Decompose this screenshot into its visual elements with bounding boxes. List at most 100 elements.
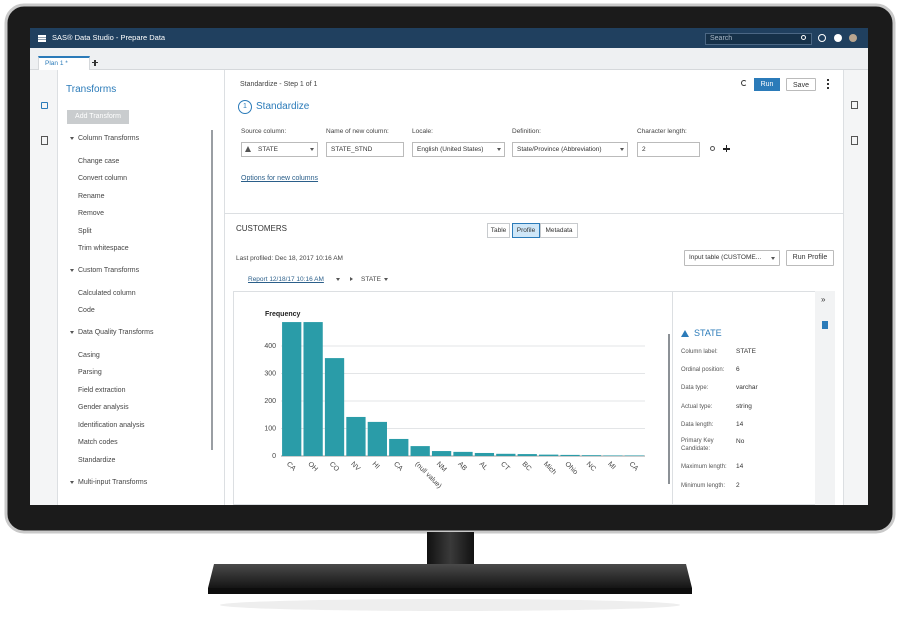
x-tick-label: AB: [456, 461, 468, 473]
bar: [581, 455, 602, 456]
detail-label: Actual type:: [681, 404, 713, 410]
input-table-select[interactable]: Input table (CUSTOME...: [684, 250, 780, 266]
caret: [771, 257, 775, 260]
view-tab[interactable]: Metadata: [540, 223, 578, 238]
plan-tab[interactable]: Plan 1 *: [38, 56, 90, 70]
field-input[interactable]: STATE_STND: [326, 142, 404, 157]
detail-label: Primary Key Candidate:: [681, 438, 714, 452]
group-name[interactable]: Data Quality Transforms: [78, 329, 154, 336]
run-button[interactable]: Run: [754, 78, 780, 91]
right-rail: [843, 70, 868, 505]
help-icon[interactable]: [834, 34, 842, 42]
report-link[interactable]: Report 12/18/17 10:16 AM: [248, 276, 324, 283]
chart-title: Frequency: [265, 311, 301, 318]
transform-item[interactable]: Rename: [78, 192, 105, 200]
stand-base: [208, 564, 692, 588]
more-icon[interactable]: [827, 79, 829, 81]
columns-icon[interactable]: [41, 136, 48, 145]
field-input[interactable]: English (United States): [412, 142, 505, 157]
collapse-icon[interactable]: »: [821, 295, 826, 304]
x-tick-label: CA: [628, 461, 640, 473]
panel-title: Transforms: [66, 84, 117, 95]
caret: [336, 278, 340, 281]
x-tick-label: CA: [285, 461, 297, 473]
transform-item[interactable]: Trim whitespace: [78, 245, 129, 252]
undo-icon[interactable]: [741, 80, 747, 86]
table-name: CUSTOMERS: [236, 224, 287, 233]
add-transform-button[interactable]: Add Transform: [67, 110, 129, 124]
app-title: SAS® Data Studio - Prepare Data: [52, 33, 166, 42]
run-profile-button[interactable]: Run Profile: [786, 250, 834, 266]
group-toggle[interactable]: [70, 269, 74, 272]
separator: [350, 277, 353, 281]
field-label: Name of new column:: [326, 128, 389, 135]
transform-item[interactable]: Convert column: [78, 175, 128, 182]
field-input[interactable]: STATE: [241, 142, 318, 157]
caret: [497, 148, 501, 151]
options-link[interactable]: Options for new columns: [241, 175, 319, 182]
group-name[interactable]: Multi-input Transforms: [78, 478, 148, 486]
search-box[interactable]: Search: [705, 33, 812, 45]
transform-item[interactable]: Split: [78, 227, 92, 235]
detail-value: STATE: [736, 348, 756, 355]
transform-item[interactable]: Parsing: [78, 369, 102, 376]
group-toggle[interactable]: [70, 480, 74, 484]
detail-value: 2: [736, 482, 740, 489]
bar: [367, 421, 387, 456]
x-tick-label: CA: [392, 461, 404, 473]
transform-item[interactable]: Field extraction: [78, 386, 126, 394]
field-input[interactable]: State/Province (Abbreviation): [512, 142, 628, 157]
details-title: STATE: [694, 328, 722, 338]
bar: [453, 451, 473, 456]
detail-value: 6: [736, 366, 740, 373]
x-tick-label: BC: [521, 461, 533, 473]
avatar[interactable]: [849, 34, 857, 42]
transform-item[interactable]: Code: [78, 307, 95, 314]
shadow: [220, 599, 680, 611]
menu-icon[interactable]: [38, 35, 46, 37]
y-tick-label: 400: [264, 343, 276, 350]
left-rail: [30, 70, 58, 505]
detail-label: Ordinal position:: [681, 367, 725, 373]
transform-item[interactable]: Match codes: [78, 439, 118, 446]
x-tick-label: Ohio: [563, 461, 578, 476]
x-tick-label: MI: [606, 461, 616, 471]
step-header: Standardize - Step 1 of 1: [240, 81, 318, 88]
transform-item[interactable]: Standardize: [78, 456, 116, 464]
transform-item[interactable]: Remove: [78, 210, 105, 217]
user-icon[interactable]: [818, 34, 826, 42]
transform-item[interactable]: Change case: [78, 157, 120, 165]
rail-icon[interactable]: [851, 101, 858, 109]
stand-neck: [427, 532, 474, 566]
column-crumb[interactable]: STATE: [361, 276, 381, 283]
info-icon[interactable]: [710, 146, 715, 151]
splitter: [225, 213, 843, 214]
transform-item[interactable]: Identification analysis: [78, 421, 145, 429]
field-input[interactable]: 2: [637, 142, 700, 157]
group-name[interactable]: Column Transforms: [78, 135, 140, 142]
y-tick-label: 100: [264, 425, 276, 432]
save-button[interactable]: Save: [786, 78, 816, 91]
group-toggle[interactable]: [70, 331, 74, 334]
add-tab-v[interactable]: [94, 59, 96, 66]
view-tab[interactable]: Profile: [512, 223, 540, 238]
detail-value: No: [736, 438, 745, 445]
group-name[interactable]: Custom Transforms: [78, 267, 140, 274]
transform-item[interactable]: Casing: [78, 351, 100, 359]
transform-item[interactable]: Calculated column: [78, 289, 136, 297]
transform-item[interactable]: Gender analysis: [78, 404, 129, 411]
bar: [282, 322, 302, 456]
group-toggle[interactable]: [70, 137, 74, 140]
transforms-icon[interactable]: [41, 102, 48, 109]
caret: [384, 278, 388, 281]
bar: [517, 454, 537, 456]
add-field-v[interactable]: [725, 145, 728, 153]
view-tab[interactable]: Table: [487, 223, 510, 238]
rail-icon[interactable]: [851, 136, 858, 145]
bar: [431, 451, 452, 456]
chart-scrollbar: [668, 334, 670, 484]
app-bar: [30, 28, 868, 48]
search-icon[interactable]: [801, 35, 806, 40]
x-tick-label: OH: [306, 461, 318, 473]
details-icon[interactable]: [822, 321, 828, 329]
